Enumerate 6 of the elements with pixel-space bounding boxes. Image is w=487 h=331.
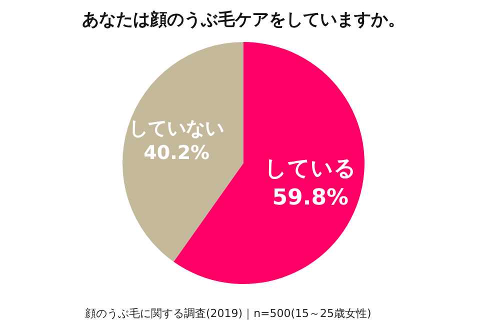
slice-label: している bbox=[264, 156, 356, 182]
text: 顔のうぶ毛に関する調査(2019)｜n=500(15～25歳女性) bbox=[85, 306, 372, 321]
slice-label: していない bbox=[129, 117, 224, 140]
data-label: 40.2% bbox=[144, 142, 210, 164]
chart-title: あなたは顔のうぶ毛ケアをしていますか。 bbox=[81, 9, 406, 31]
data-label: 59.8% bbox=[272, 185, 349, 210]
